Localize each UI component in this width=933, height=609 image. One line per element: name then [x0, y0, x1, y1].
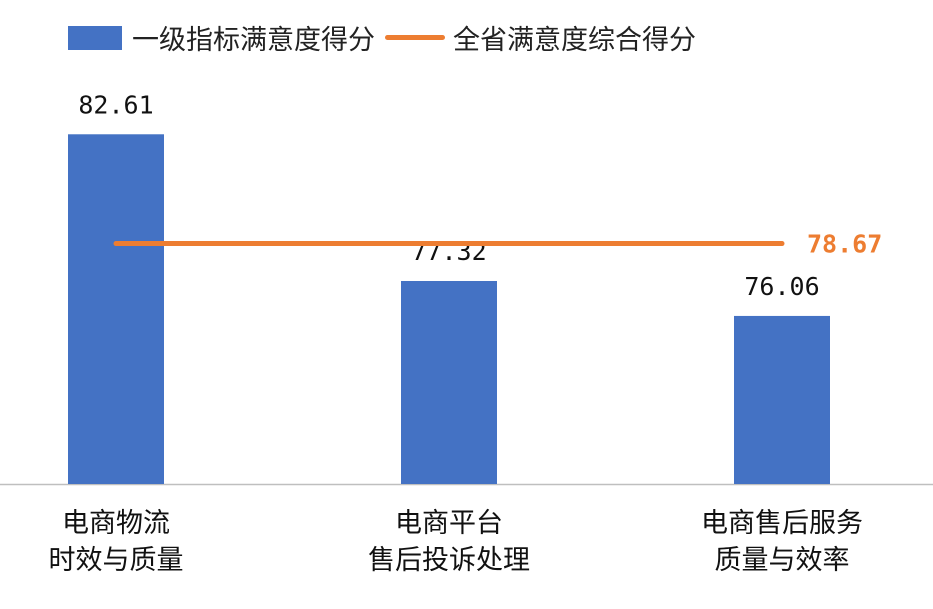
category-label-2: 电商售后服务 质量与效率: [652, 505, 912, 579]
legend-item-line: 全省满意度综合得分: [385, 18, 696, 57]
average-line-label: 78.67: [807, 230, 882, 259]
legend-bar-label: 一级指标满意度得分: [132, 25, 375, 56]
category-label-0-line1: 电商物流: [62, 508, 170, 539]
category-label-2-line2: 质量与效率: [714, 545, 850, 576]
legend-bar-swatch: [68, 25, 122, 50]
legend-item-bar: 一级指标满意度得分: [68, 18, 375, 57]
category-label-1-line1: 电商平台: [395, 508, 503, 539]
category-label-1-line2: 售后投诉处理: [368, 545, 530, 576]
legend-line-swatch: [385, 35, 445, 40]
legend: 一级指标满意度得分 全省满意度综合得分: [68, 18, 706, 57]
bar-2: [734, 315, 830, 484]
bar-value-label-2: 76.06: [744, 272, 819, 301]
legend-line-label: 全省满意度综合得分: [453, 25, 696, 56]
bar-0: [68, 134, 164, 485]
bar-value-label-0: 82.61: [78, 90, 153, 119]
category-label-0-line2: 时效与质量: [48, 545, 184, 576]
category-label-0: 电商物流 时效与质量: [0, 505, 246, 579]
category-label-2-line1: 电商售后服务: [701, 508, 863, 539]
category-label-1: 电商平台 售后投诉处理: [319, 505, 579, 579]
bar-1: [401, 280, 497, 484]
